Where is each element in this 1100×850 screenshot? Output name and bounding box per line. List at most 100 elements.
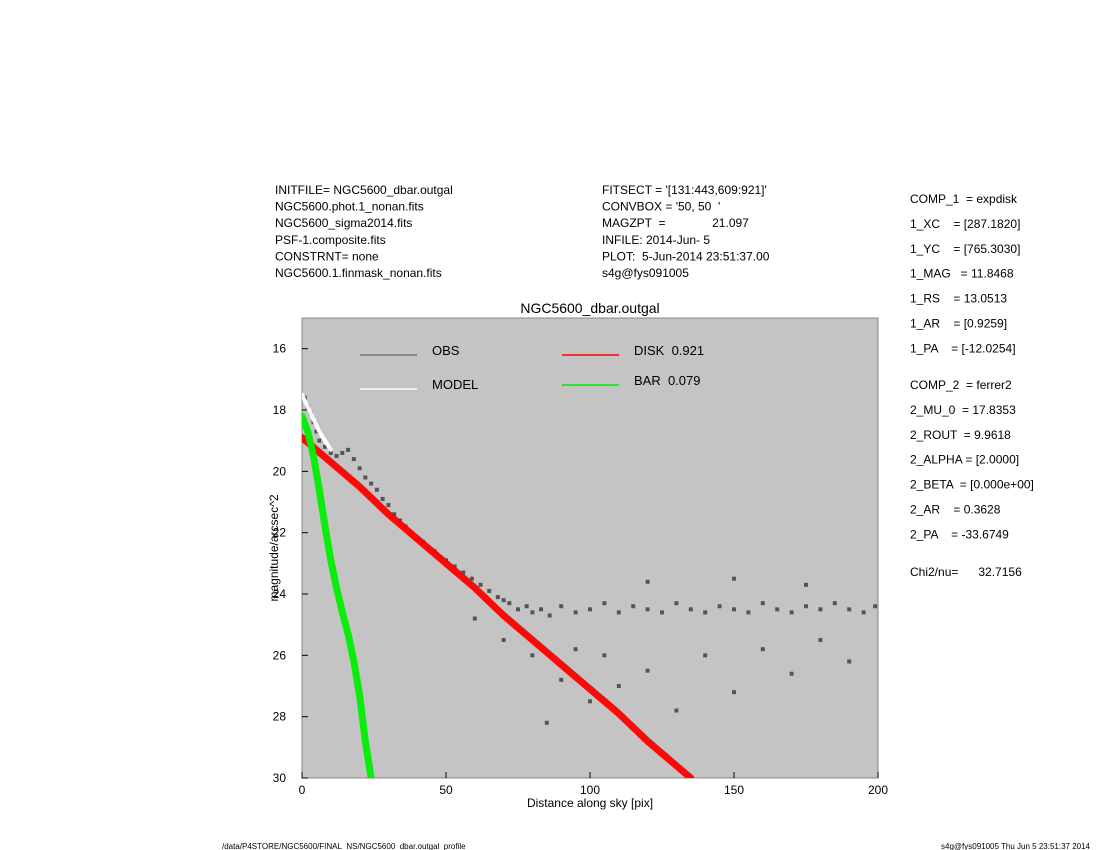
obs-point (645, 668, 650, 673)
obs-point (323, 444, 328, 449)
param-line: 1_PA = [-12.0254] (910, 341, 1016, 355)
obs-point (674, 708, 679, 713)
obs-point (832, 601, 837, 606)
obs-point (478, 582, 483, 587)
obs-point (328, 450, 333, 455)
obs-point (631, 604, 636, 609)
obs-point (573, 647, 578, 652)
param-line: 2_MU_0 = 17.8353 (910, 403, 1016, 417)
obs-point (703, 610, 708, 615)
obs-point (507, 601, 512, 606)
obs-point (818, 638, 823, 642)
profile-band (302, 434, 695, 778)
x-tick-label: 100 (580, 783, 600, 797)
param-line: 2_PA = -33.6749 (910, 527, 1009, 541)
obs-point (559, 604, 564, 609)
legend-label: OBS (432, 343, 460, 358)
obs-point (688, 607, 693, 612)
obs-point (487, 588, 492, 593)
obs-point (539, 607, 544, 612)
footer-left: /data/P4STORE/NGC5600/FINAL_NS/NGC5600_d… (222, 842, 466, 850)
obs-point (645, 607, 650, 612)
profile-band (302, 392, 333, 452)
y-tick-label: 26 (273, 648, 287, 662)
chart-title: NGC5600_dbar.outgal (520, 300, 659, 316)
obs-point (547, 613, 552, 618)
obs-point (602, 601, 607, 606)
param-line: 1_YC = [765.3030] (910, 242, 1020, 256)
param-line: COMP_2 = ferrer2 (910, 378, 1012, 392)
obs-point (374, 487, 379, 492)
obs-point (346, 447, 351, 452)
obs-point (351, 457, 356, 462)
obs-point (789, 610, 794, 615)
legend-label: DISK 0.921 (634, 343, 704, 358)
obs-point (760, 601, 765, 606)
header-left-line: NGC5600_sigma2014.fits (275, 216, 412, 230)
obs-point (461, 570, 466, 575)
obs-point (524, 604, 529, 609)
obs-point (789, 671, 794, 676)
x-tick-label: 0 (299, 783, 306, 797)
header-left-line: NGC5600.phot.1_nonan.fits (275, 200, 424, 214)
obs-point (645, 579, 650, 584)
y-tick-label: 16 (273, 342, 287, 356)
obs-point (616, 610, 621, 615)
obs-point (559, 677, 564, 682)
profile-band (302, 412, 375, 778)
header-left-line: PSF-1.composite.fits (275, 233, 386, 247)
obs-point (386, 503, 391, 508)
obs-point (717, 604, 722, 609)
param-line: 1_AR = [0.9259] (910, 317, 1007, 331)
header-middle-line: s4g@fys091005 (602, 266, 689, 280)
obs-point (732, 690, 736, 695)
y-tick-label: 22 (273, 526, 287, 540)
param-line: 2_AR = 0.3628 (910, 503, 1001, 517)
obs-point (804, 604, 808, 609)
header-left-line: INITFILE= NGC5600_dbar.outgal (275, 183, 453, 197)
y-tick-label: 24 (273, 587, 287, 601)
obs-point (861, 610, 866, 615)
obs-point (616, 684, 621, 688)
param-line: 1_RS = 13.0513 (910, 292, 1007, 306)
y-axis-label: magnitude/arcsec^2 (267, 494, 281, 601)
obs-point (873, 604, 878, 609)
param-line: COMP_1 = expdisk (910, 192, 1018, 206)
obs-point (703, 653, 708, 658)
x-tick-label: 200 (868, 783, 888, 797)
legend-label: MODEL (432, 377, 478, 392)
obs-point (530, 653, 535, 658)
footer-right: s4g@fys091005 Thu Jun 5 23:51:37 2014 (941, 842, 1091, 850)
header-middle-line: FITSECT = '[131:443,609:921]' (602, 183, 767, 197)
obs-point (732, 607, 736, 612)
y-tick-label: 18 (273, 403, 287, 417)
header-middle-line: PLOT: 5-Jun-2014 23:51:37.00 (602, 249, 770, 263)
x-axis-label: Distance along sky [pix] (527, 796, 653, 810)
obs-point (732, 576, 736, 581)
obs-point (495, 595, 500, 600)
y-tick-label: 20 (273, 464, 287, 478)
obs-point (674, 601, 679, 606)
x-tick-label: 50 (439, 783, 453, 797)
obs-point (317, 438, 322, 443)
obs-point (363, 475, 368, 480)
obs-point (380, 496, 385, 501)
obs-point (746, 610, 751, 615)
header-left-line: NGC5600.1.finmask_nonan.fits (275, 266, 442, 280)
header-left-line: CONSTRNT= none (275, 249, 379, 263)
header-middle-line: MAGZPT = 21.097 (602, 216, 749, 230)
obs-point (516, 607, 520, 612)
obs-point (334, 454, 339, 458)
obs-point (588, 699, 592, 704)
obs-point (588, 607, 592, 612)
y-tick-label: 30 (273, 771, 287, 785)
obs-point (847, 659, 852, 664)
obs-point (501, 638, 506, 642)
param-line: 2_BETA = [0.000e+00] (910, 478, 1034, 492)
obs-point (818, 607, 823, 612)
y-tick-label: 28 (273, 710, 287, 724)
obs-point (847, 607, 852, 612)
param-line: 2_ROUT = 9.9618 (910, 428, 1011, 442)
param-line: 2_ALPHA = [2.0000] (910, 453, 1019, 467)
